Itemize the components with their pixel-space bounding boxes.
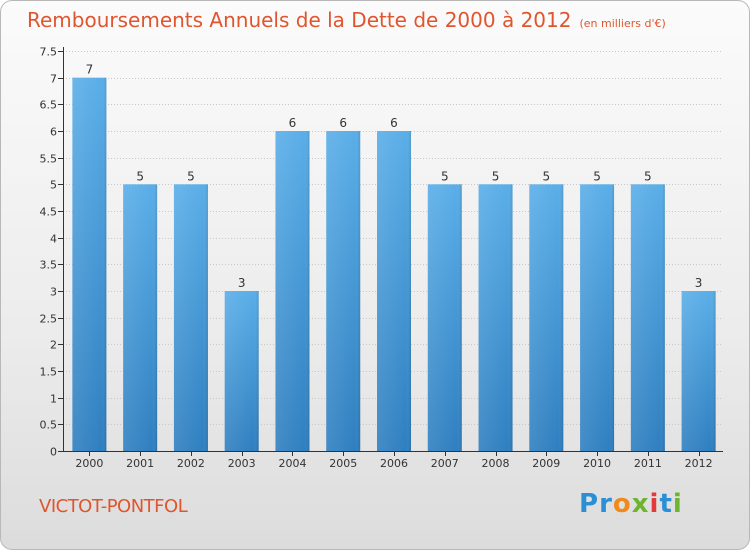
bar-shade	[580, 184, 615, 452]
data-label: 5	[593, 169, 601, 183]
chart-title: Remboursements Annuels de la Dette de 20…	[27, 8, 666, 32]
x-tick-label: 2004	[278, 457, 306, 470]
x-tick-labels: 2000 2001 2002 2003 2004 2005 2006 2007 2008 2009…	[75, 451, 713, 470]
y-tick-label: 5	[50, 179, 57, 192]
y-tick-label: 2	[50, 339, 57, 352]
y-tick-label: 3.5	[40, 259, 58, 272]
x-tick-label: 2001	[126, 457, 154, 470]
x-tick-label: 2007	[431, 457, 459, 470]
data-label: 5	[441, 169, 449, 183]
y-tick-label: 4	[50, 233, 57, 246]
unit-label: (en milliers d'€)	[579, 17, 666, 30]
data-label: 5	[644, 169, 652, 183]
x-tick-label: 2002	[177, 457, 205, 470]
brand-logo-letter: o	[612, 489, 632, 519]
data-labels: 7 5 5 3 6 6 6 5 5 5 5 5 3	[86, 63, 703, 290]
y-tick-label: 6	[50, 126, 57, 139]
axes	[63, 47, 723, 452]
x-tick-label: 2010	[583, 457, 611, 470]
x-tick-label: 2005	[329, 457, 357, 470]
bar-shade	[224, 291, 259, 451]
x-tick-label: 2008	[482, 457, 510, 470]
brand-logo-letter: i	[649, 489, 660, 519]
title-text: Remboursements Annuels de la Dette de 20…	[27, 8, 572, 32]
y-tick-label: 5.5	[40, 153, 58, 166]
bar-shade	[72, 77, 107, 452]
bar-shade	[478, 184, 513, 452]
bars	[72, 77, 716, 452]
bar-shade	[275, 131, 310, 451]
y-tick-label: 6.5	[40, 99, 58, 112]
y-tick-label: 1	[50, 393, 57, 406]
data-label: 5	[492, 169, 500, 183]
y-tick-label: 4.5	[40, 206, 58, 219]
bar-shade	[630, 184, 665, 452]
brand-logo-letter: P	[579, 489, 600, 519]
town-name: VICTOT-PONTFOL	[39, 496, 188, 517]
brand-logo-letter: r	[599, 489, 613, 519]
bar-shade	[377, 131, 411, 451]
data-label: 3	[695, 276, 703, 290]
y-tick-label: 0	[50, 446, 57, 459]
data-label: 6	[339, 116, 347, 130]
data-label: 5	[187, 169, 195, 183]
x-tick-label: 2006	[380, 457, 408, 470]
brand-logo-letter: t	[659, 489, 673, 519]
data-label: 6	[390, 116, 398, 130]
data-label: 3	[238, 276, 246, 290]
y-tick-label: 7.5	[40, 46, 58, 59]
x-tick-label: 2000	[75, 457, 103, 470]
bar-shade	[427, 184, 462, 452]
data-label: 6	[289, 116, 297, 130]
brand-logo: Proxiti	[579, 489, 683, 519]
y-tick-label: 7	[50, 73, 57, 86]
y-tick-label: 0.5	[40, 419, 58, 432]
bar-shade	[529, 184, 564, 452]
y-tick-labels: 0 0.5 1 1.5 2 2.5 3 3.5 4 4.5 5 5.5 6 6.5 7 7.5	[40, 46, 58, 459]
y-tick-label: 2.5	[40, 313, 58, 326]
x-tick-label: 2009	[532, 457, 560, 470]
data-label: 7	[86, 63, 94, 77]
x-tick-label: 2003	[228, 457, 256, 470]
brand-logo-letter: i	[672, 489, 683, 519]
y-tick-label: 3	[50, 286, 57, 299]
bar-shade	[173, 184, 208, 452]
bar-shade	[326, 131, 361, 451]
x-tick-label: 2012	[685, 457, 713, 470]
data-label: 5	[542, 169, 550, 183]
x-tick-label: 2011	[634, 457, 662, 470]
bar-shade	[123, 184, 158, 452]
bar-shade	[681, 291, 716, 451]
y-tick-label: 1.5	[40, 366, 58, 379]
data-label: 5	[136, 169, 144, 183]
brand-logo-letter: x	[631, 489, 650, 519]
